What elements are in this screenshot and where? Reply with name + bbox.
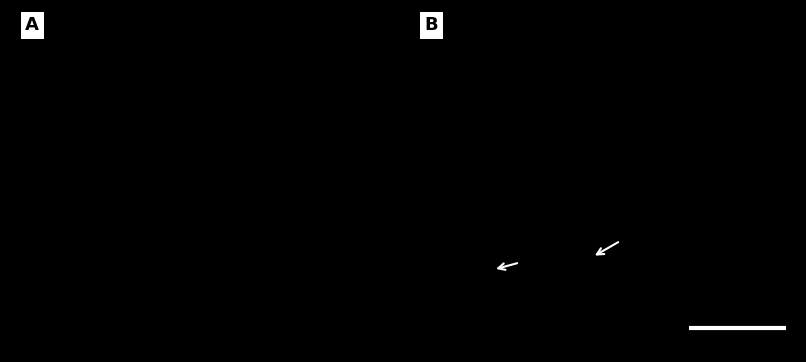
Text: 9: 9 <box>354 157 364 172</box>
Text: 10: 10 <box>196 197 215 212</box>
Text: 16: 16 <box>571 181 590 196</box>
Text: 1: 1 <box>503 70 513 85</box>
Text: 2: 2 <box>684 117 694 132</box>
Text: B: B <box>425 16 438 34</box>
Text: 5: 5 <box>346 39 355 55</box>
Text: 7: 7 <box>136 88 146 104</box>
Text: 8: 8 <box>72 85 81 100</box>
Text: 12: 12 <box>518 260 538 275</box>
Text: 4: 4 <box>483 179 492 194</box>
Text: 13: 13 <box>599 233 618 248</box>
Text: 14: 14 <box>631 150 650 165</box>
Text: 6: 6 <box>241 99 251 114</box>
Text: 1: 1 <box>741 105 750 120</box>
Text: A: A <box>25 16 39 34</box>
Text: 13: 13 <box>494 255 513 270</box>
Text: 3: 3 <box>555 157 565 172</box>
Text: 15: 15 <box>526 186 546 201</box>
Text: 2: 2 <box>717 99 726 114</box>
Text: 12: 12 <box>591 262 610 277</box>
Text: 11: 11 <box>91 287 110 303</box>
